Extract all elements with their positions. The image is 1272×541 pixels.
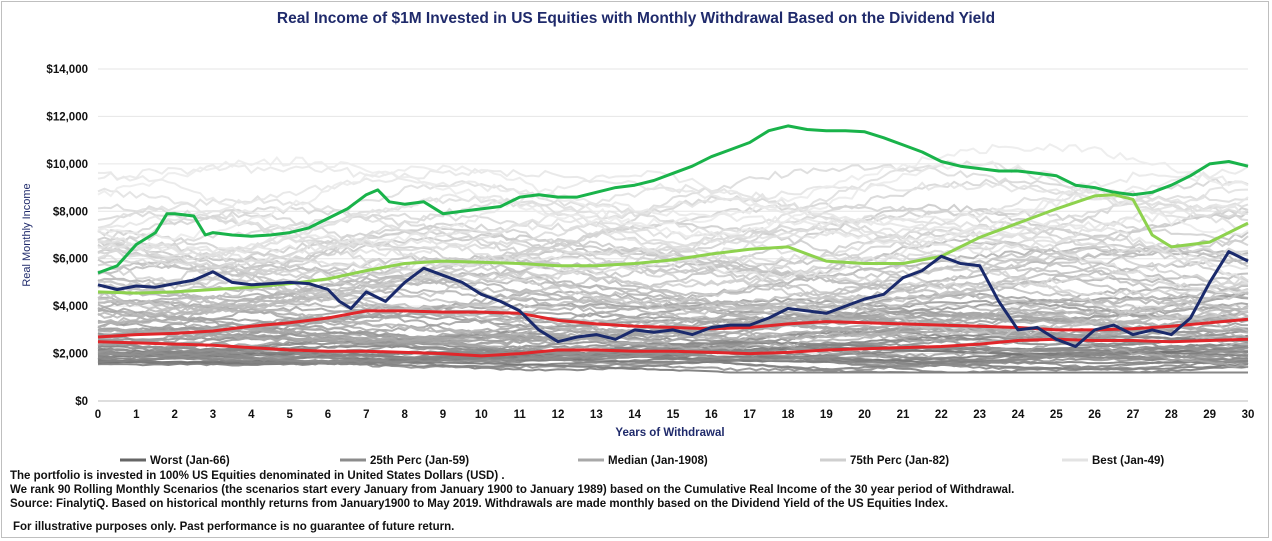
legend: Worst (Jan-66) 25th Perc (Jan-59) Median (… bbox=[120, 455, 1164, 467]
x-tick-label: 23 bbox=[973, 409, 986, 421]
legend-label: Worst (Jan-66) bbox=[150, 455, 230, 467]
legend-label: Best (Jan-49) bbox=[1092, 455, 1164, 467]
chart-title: Real Income of $1M Invested in US Equiti… bbox=[276, 10, 996, 27]
scenario-line bbox=[97, 143, 1249, 228]
footer-line-disclaimer: For illustrative purposes only. Past per… bbox=[13, 521, 455, 533]
x-tick-label: 30 bbox=[1242, 409, 1255, 421]
scenario-line bbox=[97, 193, 1249, 285]
scenario-line bbox=[97, 222, 1249, 287]
scenario-line bbox=[97, 195, 1249, 295]
y-tick-label: $10,000 bbox=[46, 159, 88, 171]
y-axis-title: Real Monthly Income bbox=[21, 183, 33, 286]
scenario-line bbox=[97, 167, 1249, 236]
x-tick-label: 24 bbox=[1012, 409, 1025, 421]
x-tick-label: 9 bbox=[440, 409, 446, 421]
y-tick-label: $0 bbox=[75, 396, 88, 408]
x-tick-label: 8 bbox=[401, 409, 408, 421]
x-tick-label: 7 bbox=[363, 409, 369, 421]
x-tick-label: 15 bbox=[667, 409, 680, 421]
scenario-line bbox=[97, 311, 1248, 339]
legend-label: 25th Perc (Jan-59) bbox=[370, 455, 469, 467]
x-tick-label: 0 bbox=[95, 409, 101, 421]
y-tick-label: $8,000 bbox=[53, 206, 88, 218]
x-tick-label: 27 bbox=[1127, 409, 1140, 421]
scenario-line bbox=[97, 228, 1248, 291]
x-tick-label: 28 bbox=[1165, 409, 1178, 421]
x-tick-label: 25 bbox=[1050, 409, 1063, 421]
x-tick-label: 1 bbox=[133, 409, 140, 421]
scenario-line bbox=[97, 303, 1249, 343]
scenario-line bbox=[97, 296, 1249, 346]
x-tick-label: 2 bbox=[171, 409, 177, 421]
x-tick-label: 22 bbox=[935, 409, 948, 421]
y-tick-label: $2,000 bbox=[53, 349, 88, 361]
x-tick-label: 12 bbox=[552, 409, 565, 421]
scenario-line bbox=[97, 163, 1249, 228]
x-tick-label: 21 bbox=[897, 409, 910, 421]
legend-label: Median (Jan-1908) bbox=[608, 455, 708, 467]
x-tick-label: 3 bbox=[210, 409, 216, 421]
footer-notes: The portfolio is invested in 100% US Equ… bbox=[10, 469, 1260, 534]
x-axis-title: Years of Withdrawal bbox=[615, 427, 724, 439]
footer-line-portfolio: The portfolio is invested in 100% US Equ… bbox=[10, 470, 505, 482]
legend-label: 75th Perc (Jan-82) bbox=[850, 455, 949, 467]
x-tick-label: 10 bbox=[475, 409, 488, 421]
scenario-line bbox=[97, 279, 1248, 348]
y-tick-label: $6,000 bbox=[53, 254, 88, 266]
scenario-line bbox=[97, 330, 1249, 362]
footer-line-ranking: We rank 90 Rolling Monthly Scenarios (th… bbox=[10, 484, 1015, 496]
x-tick-label: 26 bbox=[1088, 409, 1101, 421]
y-tick-label: $12,000 bbox=[46, 111, 88, 123]
x-tick-label: 16 bbox=[705, 409, 718, 421]
x-tick-label: 13 bbox=[590, 409, 603, 421]
footer-line-source: Source: FinalytiQ. Based on historical m… bbox=[10, 498, 949, 510]
x-tick-label: 5 bbox=[286, 409, 293, 421]
x-tick-label: 11 bbox=[514, 409, 527, 421]
x-tick-label: 6 bbox=[325, 409, 331, 421]
scenario-line bbox=[97, 227, 1249, 270]
highlight-series-line bbox=[97, 309, 1249, 339]
x-tick-label: 14 bbox=[628, 409, 641, 421]
scenario-line bbox=[97, 246, 1249, 303]
scenario-lines bbox=[97, 143, 1249, 374]
scenario-line bbox=[97, 238, 1249, 321]
highlight-series-line bbox=[97, 250, 1249, 348]
scenario-line bbox=[97, 352, 1249, 374]
y-tick-label: $14,000 bbox=[46, 64, 88, 76]
scenario-line bbox=[97, 163, 1249, 252]
x-tick-label: 17 bbox=[743, 409, 756, 421]
scenario-line bbox=[97, 254, 1249, 320]
scenario-line bbox=[97, 181, 1249, 255]
scenario-line bbox=[97, 277, 1249, 342]
highlight-lines bbox=[97, 124, 1249, 358]
x-tick-label: 4 bbox=[248, 409, 255, 421]
scenario-line bbox=[97, 288, 1249, 340]
y-tick-label: $4,000 bbox=[53, 301, 88, 313]
x-tick-label: 29 bbox=[1203, 409, 1216, 421]
x-tick-label: 20 bbox=[858, 409, 871, 421]
scenario-line bbox=[97, 193, 1249, 269]
highlight-series-line bbox=[97, 124, 1249, 275]
scenario-line bbox=[97, 286, 1249, 335]
axes: $0 $2,000 $4,000 $6,000 $8,000 $10,000 $12,000… bbox=[21, 64, 1254, 439]
x-tick-label: 18 bbox=[782, 409, 795, 421]
x-tick-label: 19 bbox=[820, 409, 833, 421]
scenario-line bbox=[97, 346, 1249, 364]
